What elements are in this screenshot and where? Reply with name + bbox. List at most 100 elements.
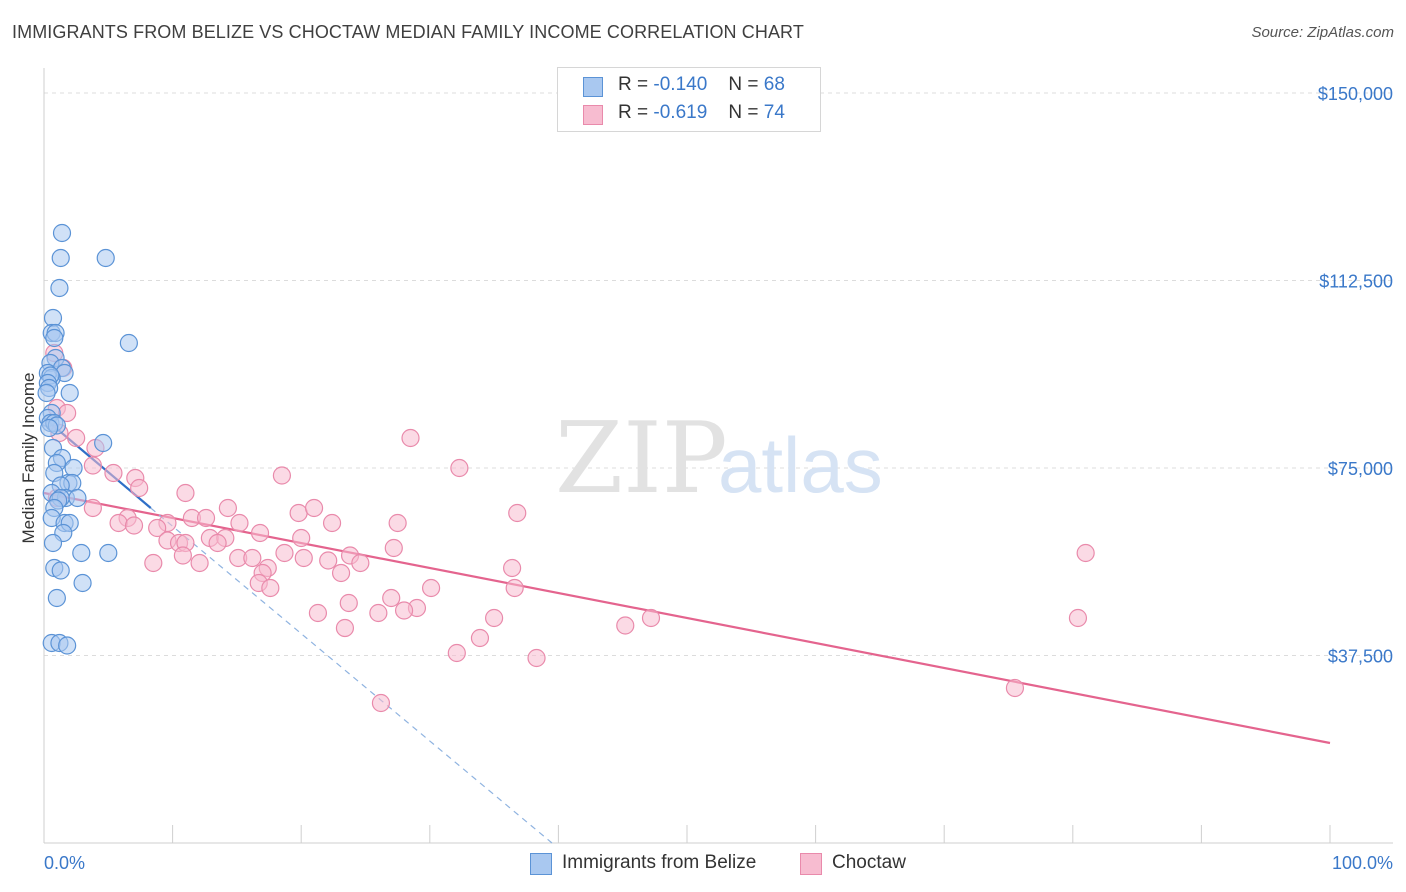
data-point-choctaw [250, 523, 270, 543]
data-point-choctaw [527, 648, 546, 668]
data-point-choctaw [67, 428, 86, 448]
data-point-choctaw [173, 546, 192, 565]
data-point-choctaw [304, 498, 324, 518]
data-point-choctaw [450, 458, 469, 478]
chart-title: IMMIGRANTS FROM BELIZE VS CHOCTAW MEDIAN… [12, 22, 804, 42]
data-point-choctaw [148, 518, 167, 538]
data-point-choctaw [1005, 678, 1025, 698]
data-point-belize [68, 488, 87, 508]
data-point-choctaw [339, 593, 358, 613]
data-point-choctaw [196, 508, 216, 528]
data-point-choctaw [308, 603, 328, 623]
y-tick-label: $75,000 [1328, 459, 1393, 479]
data-point-choctaw [243, 548, 262, 568]
data-point-choctaw [104, 463, 123, 483]
watermark-zip: ZIP [555, 402, 728, 516]
data-point-choctaw [388, 513, 407, 533]
data-point-choctaw [208, 533, 227, 553]
data-point-choctaw [641, 608, 661, 628]
data-point-choctaw [394, 601, 414, 620]
data-point-choctaw [382, 588, 401, 608]
stats-legend-box: R = -0.140 N = 68 R = -0.619 N = 74 [557, 67, 821, 132]
data-point-belize [72, 543, 91, 563]
x-tick-label-min: 0.0% [44, 853, 85, 873]
y-axis-label: Median Family Income [19, 372, 38, 543]
data-point-choctaw [294, 548, 313, 568]
data-point-choctaw [421, 578, 441, 598]
data-point-belize [58, 636, 77, 655]
r-value-belize: -0.140 [653, 74, 708, 95]
n-value-belize: 68 [763, 74, 785, 95]
n-value-choctaw: 74 [763, 102, 785, 123]
data-point-belize [99, 543, 118, 563]
data-point-choctaw [130, 478, 149, 498]
data-point-choctaw [292, 528, 311, 548]
legend-label-choctaw: Choctaw [832, 852, 906, 873]
data-point-choctaw [351, 553, 370, 573]
data-point-choctaw [109, 513, 128, 533]
data-points [37, 223, 1095, 713]
grid-lines [44, 92, 1393, 656]
n-label: N = [728, 102, 759, 123]
data-point-belize [60, 383, 79, 403]
legend-swatch-belize [530, 853, 552, 875]
data-point-choctaw [1068, 608, 1088, 628]
data-point-belize [37, 383, 56, 403]
data-point-choctaw [616, 616, 635, 635]
data-point-choctaw [485, 608, 504, 628]
data-point-belize [43, 308, 63, 328]
data-point-choctaw [261, 578, 280, 598]
y-tick-label: $37,500 [1328, 647, 1393, 667]
data-point-choctaw [322, 513, 342, 533]
data-point-belize [51, 248, 70, 268]
data-point-choctaw [371, 693, 391, 713]
data-point-choctaw [508, 503, 527, 523]
axes [43, 68, 1393, 844]
data-point-belize [52, 223, 72, 243]
data-point-choctaw [503, 558, 522, 578]
data-point-belize [119, 333, 138, 353]
data-point-choctaw [124, 516, 144, 535]
data-point-choctaw [331, 563, 351, 583]
data-point-belize [94, 433, 113, 453]
data-point-belize [96, 248, 115, 268]
data-point-belize [50, 278, 69, 298]
belize-swatch [583, 77, 603, 97]
data-point-choctaw [144, 553, 163, 573]
data-point-choctaw [176, 483, 195, 503]
data-point-choctaw [289, 503, 308, 523]
legend-label-belize: Immigrants from Belize [562, 852, 757, 873]
data-point-choctaw [1076, 543, 1095, 563]
data-point-belize [47, 588, 66, 608]
legend-swatch-choctaw [800, 853, 822, 875]
data-point-choctaw [505, 578, 524, 598]
y-tick-labels: $37,500 $75,000 $112,500 $150,000 [1318, 84, 1393, 667]
y-tick-label: $150,000 [1318, 84, 1393, 104]
y-tick-label: $112,500 [1319, 272, 1393, 292]
data-point-choctaw [401, 428, 420, 448]
data-point-belize [45, 328, 64, 348]
data-point-belize [51, 561, 70, 580]
data-point-choctaw [83, 456, 102, 475]
data-point-belize [43, 533, 63, 553]
data-point-choctaw [275, 543, 294, 563]
source-label: Source: ZipAtlas.com [1251, 24, 1394, 41]
data-point-choctaw [369, 603, 388, 623]
data-point-choctaw [319, 551, 338, 570]
r-value-choctaw: -0.619 [653, 102, 708, 123]
data-point-choctaw [218, 498, 237, 518]
choctaw-swatch [583, 105, 603, 125]
data-point-choctaw [272, 466, 292, 485]
r-label: R = [618, 74, 649, 95]
n-label: N = [728, 74, 759, 95]
data-point-choctaw [335, 618, 355, 638]
data-point-belize [73, 573, 92, 593]
watermark-atlas: atlas [718, 421, 883, 509]
r-label: R = [618, 102, 649, 123]
data-point-choctaw [447, 643, 466, 663]
data-point-choctaw [384, 538, 403, 558]
data-point-choctaw [470, 628, 490, 648]
data-point-choctaw [230, 513, 249, 533]
x-tick-label-max: 100.0% [1332, 853, 1393, 873]
